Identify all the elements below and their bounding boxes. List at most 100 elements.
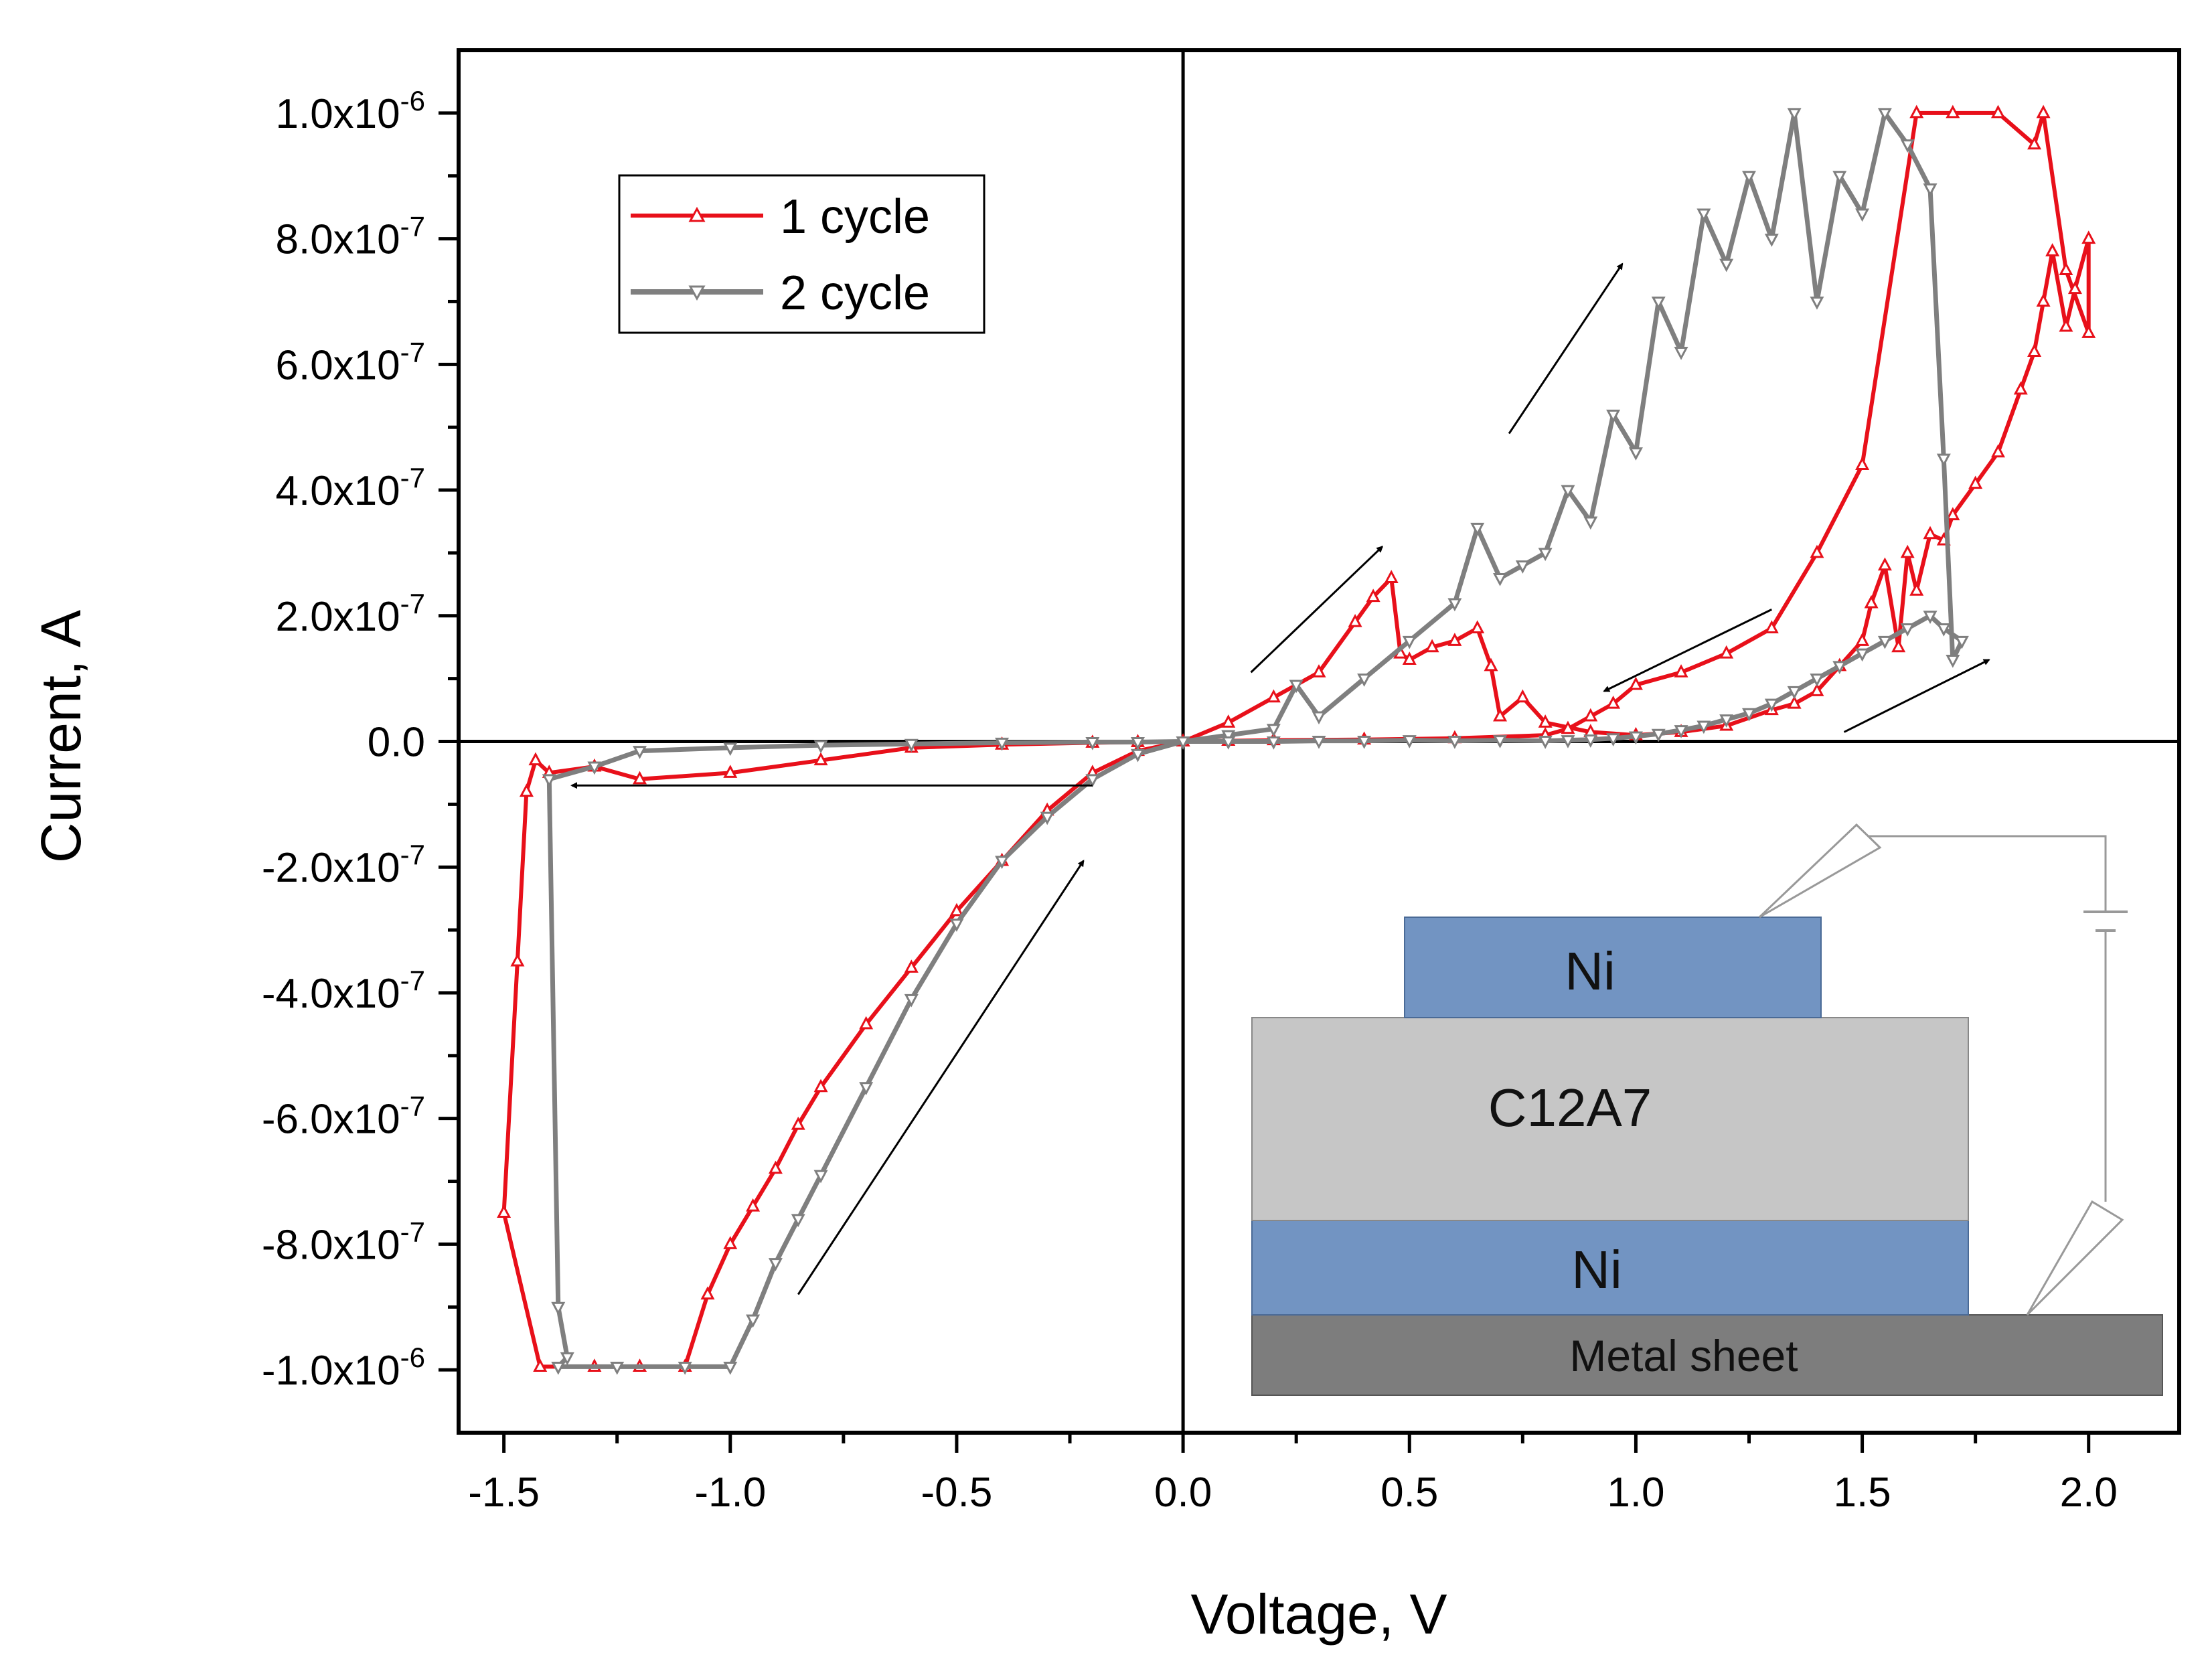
data-point [904, 738, 919, 753]
data-point [1221, 730, 1236, 744]
y-tick-mantissa: 6.0x10 [275, 342, 400, 388]
data-point [1832, 171, 1847, 184]
data-point [2036, 104, 2051, 118]
data-point [723, 1361, 738, 1375]
data-point [1266, 724, 1281, 737]
data-point [1909, 582, 1924, 596]
data-point [1628, 731, 1643, 745]
data-point [1855, 633, 1870, 646]
data-point [587, 761, 602, 775]
data-point [1447, 633, 1462, 646]
y-tick-mantissa: -2.0x10 [262, 845, 400, 891]
data-point [1877, 635, 1892, 649]
data-point [1312, 664, 1326, 678]
y-tick-label: -8.0x10-7 [262, 1216, 425, 1268]
data-point [2027, 343, 2042, 358]
data-point [1515, 560, 1530, 574]
data-point [1855, 648, 1870, 662]
y-tick-label: -1.0x10-6 [262, 1342, 425, 1394]
data-point [768, 1258, 783, 1271]
data-point [533, 1358, 548, 1372]
bottom-probe [2026, 1200, 2124, 1316]
data-point [1810, 296, 1824, 310]
y-tick-labels: 1.0x10-68.0x10-76.0x10-74.0x10-72.0x10-7… [262, 85, 425, 1394]
data-point [1606, 695, 1621, 709]
data-point [1810, 544, 1824, 558]
direction-arrow [797, 860, 1085, 1295]
series-layer [497, 104, 2096, 1375]
data-point [1946, 654, 1960, 668]
data-point [1719, 258, 1734, 272]
data-point [1787, 686, 1802, 700]
data-point [1946, 507, 1960, 521]
data-point [1130, 748, 1145, 763]
inset-substrate-label: Metal sheet [1569, 1331, 1798, 1380]
data-point [1493, 572, 1508, 586]
data-point [1538, 736, 1553, 749]
data-point [1764, 698, 1779, 712]
x-tick-labels: -1.5 -1.0 -0.5 0.0 0.5 1.0 1.5 2.0 [468, 1470, 2118, 1516]
data-point [2081, 325, 2096, 338]
y-tick-exponent: -7 [400, 1216, 425, 1247]
y-tick-exponent: -7 [400, 211, 425, 242]
y-tick-label: 4.0x10-7 [275, 462, 425, 514]
y-tick-exponent: -6 [400, 85, 425, 116]
x-tick-label: -0.5 [921, 1470, 993, 1516]
data-point [904, 994, 919, 1008]
data-point [1357, 736, 1372, 749]
data-point [1606, 409, 1621, 423]
data-point [813, 740, 828, 754]
data-point [528, 752, 543, 766]
data-point [1946, 104, 1960, 118]
data-point [1954, 635, 1969, 649]
legend: 1 cycle 2 cycle [618, 174, 985, 334]
data-point [995, 856, 1010, 870]
y-axis-title: Current, A [29, 610, 92, 863]
series-2 [542, 108, 1969, 1375]
x-tick-label: -1.0 [694, 1470, 766, 1516]
data-point [1561, 720, 1575, 734]
data-point [1561, 735, 1575, 748]
data-point [633, 771, 647, 785]
y-tick-mantissa: -1.0x10 [262, 1348, 400, 1394]
direction-arrow [1843, 659, 1990, 733]
data-point [497, 1204, 511, 1218]
data-point [542, 774, 556, 788]
data-point [1402, 735, 1417, 748]
data-point [1470, 522, 1485, 536]
data-point [1538, 714, 1553, 728]
data-point [2059, 262, 2073, 276]
data-point [1968, 475, 1983, 489]
data-point [949, 902, 964, 917]
data-point [2036, 293, 2051, 307]
data-point [746, 1198, 761, 1212]
data-point [723, 765, 738, 778]
data-point [1877, 557, 1892, 571]
y-tick-exponent: -7 [400, 462, 425, 493]
data-point [560, 1352, 574, 1366]
x-tick-label: -1.5 [468, 1470, 540, 1516]
data-point [995, 737, 1010, 751]
data-point [1493, 708, 1508, 722]
inset-bottom-ni [1251, 1220, 1969, 1316]
data-point [551, 1301, 566, 1316]
data-point [949, 919, 964, 932]
data-point [1402, 651, 1417, 665]
legend-label-2cycle: 2 cycle [780, 266, 930, 320]
data-point [1990, 444, 2005, 458]
data-point [1877, 108, 1892, 122]
data-point [1696, 720, 1711, 734]
data-point [2059, 318, 2073, 332]
data-point [723, 742, 738, 757]
axis-ticks [439, 111, 2091, 1453]
data-point [610, 1361, 625, 1375]
data-point [723, 1236, 738, 1249]
data-point [1651, 728, 1666, 742]
y-tick-label: -4.0x10-7 [262, 965, 425, 1017]
data-point [1628, 447, 1643, 461]
data-point [1402, 635, 1417, 649]
data-point [791, 1214, 805, 1228]
y-tick-mantissa: -4.0x10 [262, 971, 400, 1017]
y-tick-exponent: -7 [400, 336, 425, 368]
direction-arrow [1508, 262, 1624, 434]
